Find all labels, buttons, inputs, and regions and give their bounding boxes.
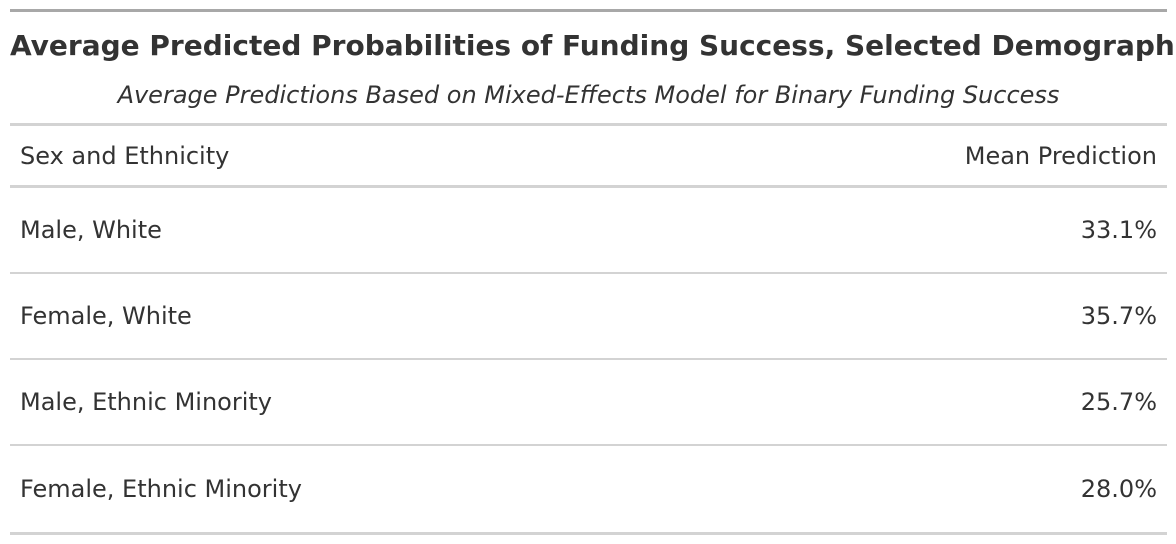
row-group-label: Male, Ethnic Minority [20, 388, 273, 416]
table-row: Male, White 33.1% [10, 188, 1167, 274]
table-row: Male, Ethnic Minority 25.7% [10, 360, 1167, 446]
table-row: Female, Ethnic Minority 28.0% [10, 446, 1167, 532]
row-mean-prediction: 35.7% [1080, 302, 1157, 330]
table-row: Female, White 35.7% [10, 274, 1167, 360]
column-header-sex-ethnicity: Sex and Ethnicity [20, 141, 230, 170]
row-mean-prediction: 33.1% [1080, 216, 1157, 244]
column-header-mean-prediction: Mean Prediction [964, 141, 1157, 170]
row-group-label: Male, White [20, 216, 162, 244]
prediction-table: Average Predicted Probabilities of Fundi… [10, 9, 1176, 535]
row-mean-prediction: 25.7% [1080, 388, 1157, 416]
table-title: Average Predicted Probabilities of Fundi… [10, 29, 1176, 62]
row-group-label: Female, White [20, 302, 192, 330]
table-body: Male, White 33.1% Female, White 35.7% Ma… [10, 188, 1167, 532]
row-mean-prediction: 28.0% [1080, 475, 1157, 503]
row-group-label: Female, Ethnic Minority [20, 475, 302, 503]
table-subtitle: Average Predictions Based on Mixed-Effec… [117, 81, 1060, 109]
column-header-row: Sex and Ethnicity Mean Prediction [10, 126, 1167, 188]
table-heading: Average Predicted Probabilities of Fundi… [10, 12, 1176, 126]
